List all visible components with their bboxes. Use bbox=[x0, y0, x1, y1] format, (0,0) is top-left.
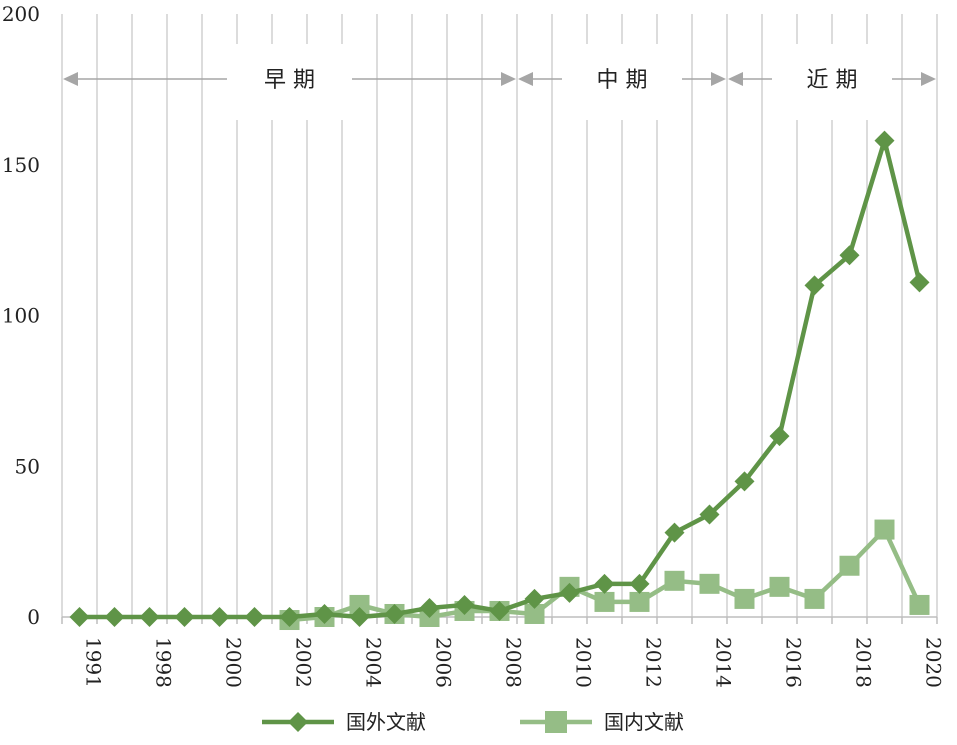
phase-arrowhead-right bbox=[501, 72, 516, 86]
x-tick-label: 2016 bbox=[782, 637, 806, 688]
data-point-square bbox=[839, 555, 860, 576]
phase-label-background bbox=[772, 44, 892, 120]
data-point-diamond bbox=[104, 607, 125, 627]
x-tick-label: 2020 bbox=[922, 637, 946, 688]
data-point-diamond bbox=[629, 573, 650, 594]
data-point-diamond bbox=[734, 471, 755, 492]
data-point-diamond bbox=[209, 607, 230, 627]
data-point-square bbox=[909, 594, 930, 615]
data-point-diamond bbox=[804, 275, 825, 296]
data-point-diamond bbox=[559, 582, 580, 603]
phase-label: 近 期 bbox=[807, 68, 858, 93]
x-tick-label: 2004 bbox=[362, 637, 386, 688]
data-point-diamond bbox=[909, 272, 930, 293]
phase-label: 早 期 bbox=[264, 68, 315, 93]
phase-range: 早 期 bbox=[63, 44, 516, 120]
phase-range: 近 期 bbox=[728, 44, 936, 120]
data-point-diamond bbox=[69, 607, 90, 627]
x-tick-label: 2000 bbox=[222, 637, 246, 688]
data-point-diamond bbox=[174, 607, 195, 627]
data-point-square bbox=[874, 519, 895, 540]
data-point-diamond bbox=[699, 504, 720, 525]
data-point-diamond bbox=[288, 712, 308, 732]
legend-item: 国外文献 bbox=[262, 710, 426, 734]
data-point-diamond bbox=[349, 607, 370, 627]
phase-arrowhead-left bbox=[63, 72, 78, 86]
x-tick-label: 2010 bbox=[572, 637, 596, 688]
data-point-diamond bbox=[139, 607, 160, 627]
data-point-square bbox=[769, 576, 790, 597]
legend-label: 国外文献 bbox=[346, 710, 426, 734]
x-tick-label: 2008 bbox=[502, 637, 526, 688]
y-tick-label: 150 bbox=[2, 153, 40, 177]
phase-annotations: 早 期中 期近 期 bbox=[63, 44, 936, 120]
phase-label-background bbox=[562, 44, 682, 120]
y-tick-label: 100 bbox=[2, 304, 40, 328]
phase-arrowhead-right bbox=[921, 72, 936, 86]
data-point-square bbox=[734, 588, 755, 609]
data-point-square bbox=[545, 711, 567, 733]
data-point-diamond bbox=[244, 607, 265, 627]
data-point-square bbox=[804, 588, 825, 609]
series-foreign bbox=[69, 130, 930, 627]
phase-range: 中 期 bbox=[518, 44, 726, 120]
data-point-square bbox=[664, 570, 685, 591]
x-tick-label: 2012 bbox=[642, 637, 666, 688]
series-line bbox=[79, 138, 922, 620]
data-point-diamond bbox=[874, 130, 895, 151]
phase-label: 中 期 bbox=[597, 68, 648, 93]
data-point-square bbox=[349, 594, 370, 615]
phase-arrowhead-left bbox=[518, 72, 533, 86]
data-point-diamond bbox=[454, 594, 475, 615]
data-point-square bbox=[629, 591, 650, 612]
data-point-diamond bbox=[769, 426, 790, 447]
data-point-diamond bbox=[664, 522, 685, 543]
data-point-square bbox=[594, 591, 615, 612]
y-axis: 0 50 100 150 200 bbox=[2, 2, 40, 629]
data-point-diamond bbox=[839, 245, 860, 266]
x-tick-label: 2006 bbox=[432, 637, 456, 688]
data-point-diamond bbox=[279, 607, 300, 627]
series-layer bbox=[69, 130, 930, 631]
y-tick-label: 50 bbox=[15, 454, 40, 478]
data-point-square bbox=[699, 573, 720, 594]
x-tick-label: 1991 bbox=[82, 637, 106, 688]
x-tick-label: 2018 bbox=[852, 637, 876, 688]
data-point-diamond bbox=[524, 588, 545, 609]
phase-label-background bbox=[227, 44, 352, 120]
phase-arrowhead-right bbox=[711, 72, 726, 86]
legend: 国外文献 国内文献 bbox=[262, 710, 684, 734]
x-tick-label: 1998 bbox=[152, 637, 176, 688]
x-tick-label: 2002 bbox=[292, 637, 316, 688]
legend-label: 国内文献 bbox=[604, 710, 684, 734]
y-tick-label: 0 bbox=[27, 605, 40, 629]
x-axis: 1991 1998 2000 2002 2004 2006 2008 2010 2012 2014… bbox=[61, 616, 946, 688]
data-point-square bbox=[524, 603, 545, 624]
phase-arrowhead-left bbox=[728, 72, 743, 86]
data-point-diamond bbox=[314, 603, 335, 624]
data-point-diamond bbox=[489, 600, 510, 621]
data-point-diamond bbox=[419, 597, 440, 618]
data-point-diamond bbox=[594, 573, 615, 594]
x-tick-label: 2014 bbox=[712, 637, 736, 688]
data-point-diamond bbox=[384, 603, 405, 624]
legend-item: 国内文献 bbox=[520, 710, 684, 734]
y-tick-label: 200 bbox=[2, 2, 40, 26]
